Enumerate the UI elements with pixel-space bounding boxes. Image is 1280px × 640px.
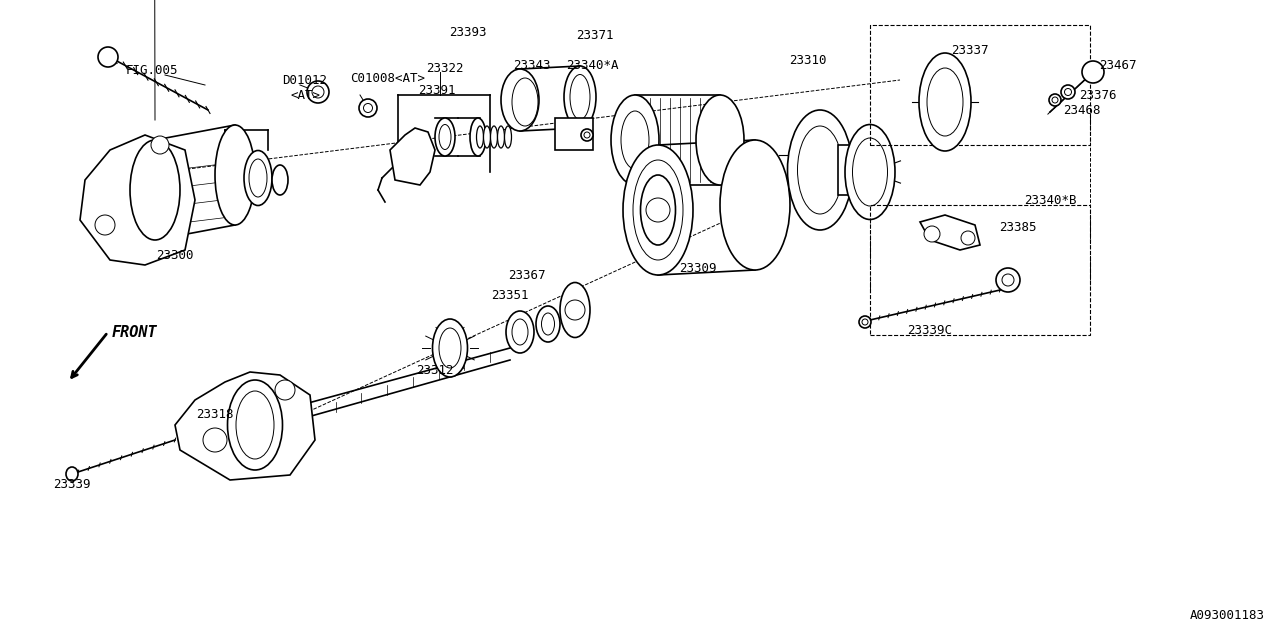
Circle shape <box>924 226 940 242</box>
Ellipse shape <box>1052 97 1059 103</box>
Bar <box>838 145 860 195</box>
Text: 23468: 23468 <box>1064 104 1101 116</box>
Text: 23337: 23337 <box>951 44 988 56</box>
Polygon shape <box>920 215 980 250</box>
Ellipse shape <box>861 319 868 325</box>
Text: 23340*B: 23340*B <box>1024 193 1076 207</box>
Ellipse shape <box>67 467 78 481</box>
Text: A093001183: A093001183 <box>1190 609 1265 622</box>
Text: 23300: 23300 <box>156 248 193 262</box>
Ellipse shape <box>919 53 972 151</box>
Ellipse shape <box>512 78 538 126</box>
Polygon shape <box>390 128 435 185</box>
Ellipse shape <box>1061 85 1075 99</box>
Ellipse shape <box>621 111 649 169</box>
Circle shape <box>1082 61 1103 83</box>
Ellipse shape <box>640 175 676 245</box>
Text: 23322: 23322 <box>426 61 463 74</box>
Ellipse shape <box>433 319 467 377</box>
Text: 23343: 23343 <box>513 58 550 72</box>
Text: 23339C: 23339C <box>908 323 952 337</box>
Text: 23310: 23310 <box>790 54 827 67</box>
Ellipse shape <box>570 74 590 120</box>
Text: 23318: 23318 <box>196 408 234 422</box>
Ellipse shape <box>581 129 593 141</box>
Ellipse shape <box>852 138 887 206</box>
Ellipse shape <box>634 160 684 260</box>
Text: D01012
<AT>: D01012 <AT> <box>283 74 328 102</box>
Ellipse shape <box>312 86 324 98</box>
Ellipse shape <box>500 69 539 131</box>
Ellipse shape <box>859 316 870 328</box>
Circle shape <box>961 231 975 245</box>
Ellipse shape <box>845 125 895 220</box>
Text: 23351: 23351 <box>492 289 529 301</box>
Ellipse shape <box>498 126 504 148</box>
Ellipse shape <box>228 380 283 470</box>
Bar <box>870 205 1091 335</box>
Ellipse shape <box>611 95 659 185</box>
Ellipse shape <box>215 125 255 225</box>
Ellipse shape <box>512 319 529 345</box>
Ellipse shape <box>244 150 273 205</box>
Ellipse shape <box>506 311 534 353</box>
Text: C01008<AT>: C01008<AT> <box>351 72 425 84</box>
Ellipse shape <box>476 126 484 148</box>
Circle shape <box>275 380 294 400</box>
Ellipse shape <box>439 125 451 150</box>
Circle shape <box>996 268 1020 292</box>
Text: 23367: 23367 <box>508 269 545 282</box>
Text: 23309: 23309 <box>680 262 717 275</box>
Ellipse shape <box>307 81 329 103</box>
Ellipse shape <box>696 95 744 185</box>
Ellipse shape <box>490 126 498 148</box>
Circle shape <box>95 215 115 235</box>
Ellipse shape <box>435 118 454 156</box>
Ellipse shape <box>561 282 590 337</box>
Bar <box>556 118 593 150</box>
Polygon shape <box>175 372 315 480</box>
Text: 23339: 23339 <box>54 479 91 492</box>
Text: 23312: 23312 <box>416 364 453 376</box>
Ellipse shape <box>470 118 486 156</box>
Text: 23376: 23376 <box>1079 88 1116 102</box>
Ellipse shape <box>1050 94 1061 106</box>
Ellipse shape <box>439 328 461 368</box>
Ellipse shape <box>364 104 372 113</box>
Ellipse shape <box>787 110 852 230</box>
Text: 23467: 23467 <box>1100 58 1137 72</box>
Ellipse shape <box>584 132 590 138</box>
Ellipse shape <box>536 306 561 342</box>
Ellipse shape <box>236 391 274 459</box>
Ellipse shape <box>721 140 790 270</box>
Circle shape <box>204 428 227 452</box>
Bar <box>870 25 1091 145</box>
Ellipse shape <box>623 145 692 275</box>
Ellipse shape <box>358 99 378 117</box>
Ellipse shape <box>250 159 268 197</box>
Circle shape <box>1002 274 1014 286</box>
Text: FIG.005: FIG.005 <box>125 63 178 77</box>
Circle shape <box>99 47 118 67</box>
Circle shape <box>151 136 169 154</box>
Ellipse shape <box>927 68 963 136</box>
Ellipse shape <box>131 140 180 240</box>
Circle shape <box>564 300 585 320</box>
Ellipse shape <box>273 165 288 195</box>
Ellipse shape <box>541 313 554 335</box>
Text: 23371: 23371 <box>576 29 613 42</box>
Polygon shape <box>81 135 195 265</box>
Ellipse shape <box>1065 88 1071 95</box>
Text: 23340*A: 23340*A <box>566 58 618 72</box>
Text: 23385: 23385 <box>1000 221 1037 234</box>
Ellipse shape <box>797 126 842 214</box>
Text: 23393: 23393 <box>449 26 486 38</box>
Circle shape <box>646 198 669 222</box>
Ellipse shape <box>504 126 512 148</box>
Ellipse shape <box>484 126 490 148</box>
Ellipse shape <box>564 66 596 128</box>
Text: 23391: 23391 <box>419 83 456 97</box>
Text: FRONT: FRONT <box>113 324 157 339</box>
